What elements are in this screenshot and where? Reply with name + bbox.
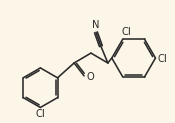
Text: Cl: Cl <box>122 27 131 37</box>
Text: N: N <box>92 20 100 30</box>
Text: Cl: Cl <box>36 109 45 119</box>
Text: Cl: Cl <box>158 54 167 64</box>
Text: O: O <box>86 72 94 82</box>
